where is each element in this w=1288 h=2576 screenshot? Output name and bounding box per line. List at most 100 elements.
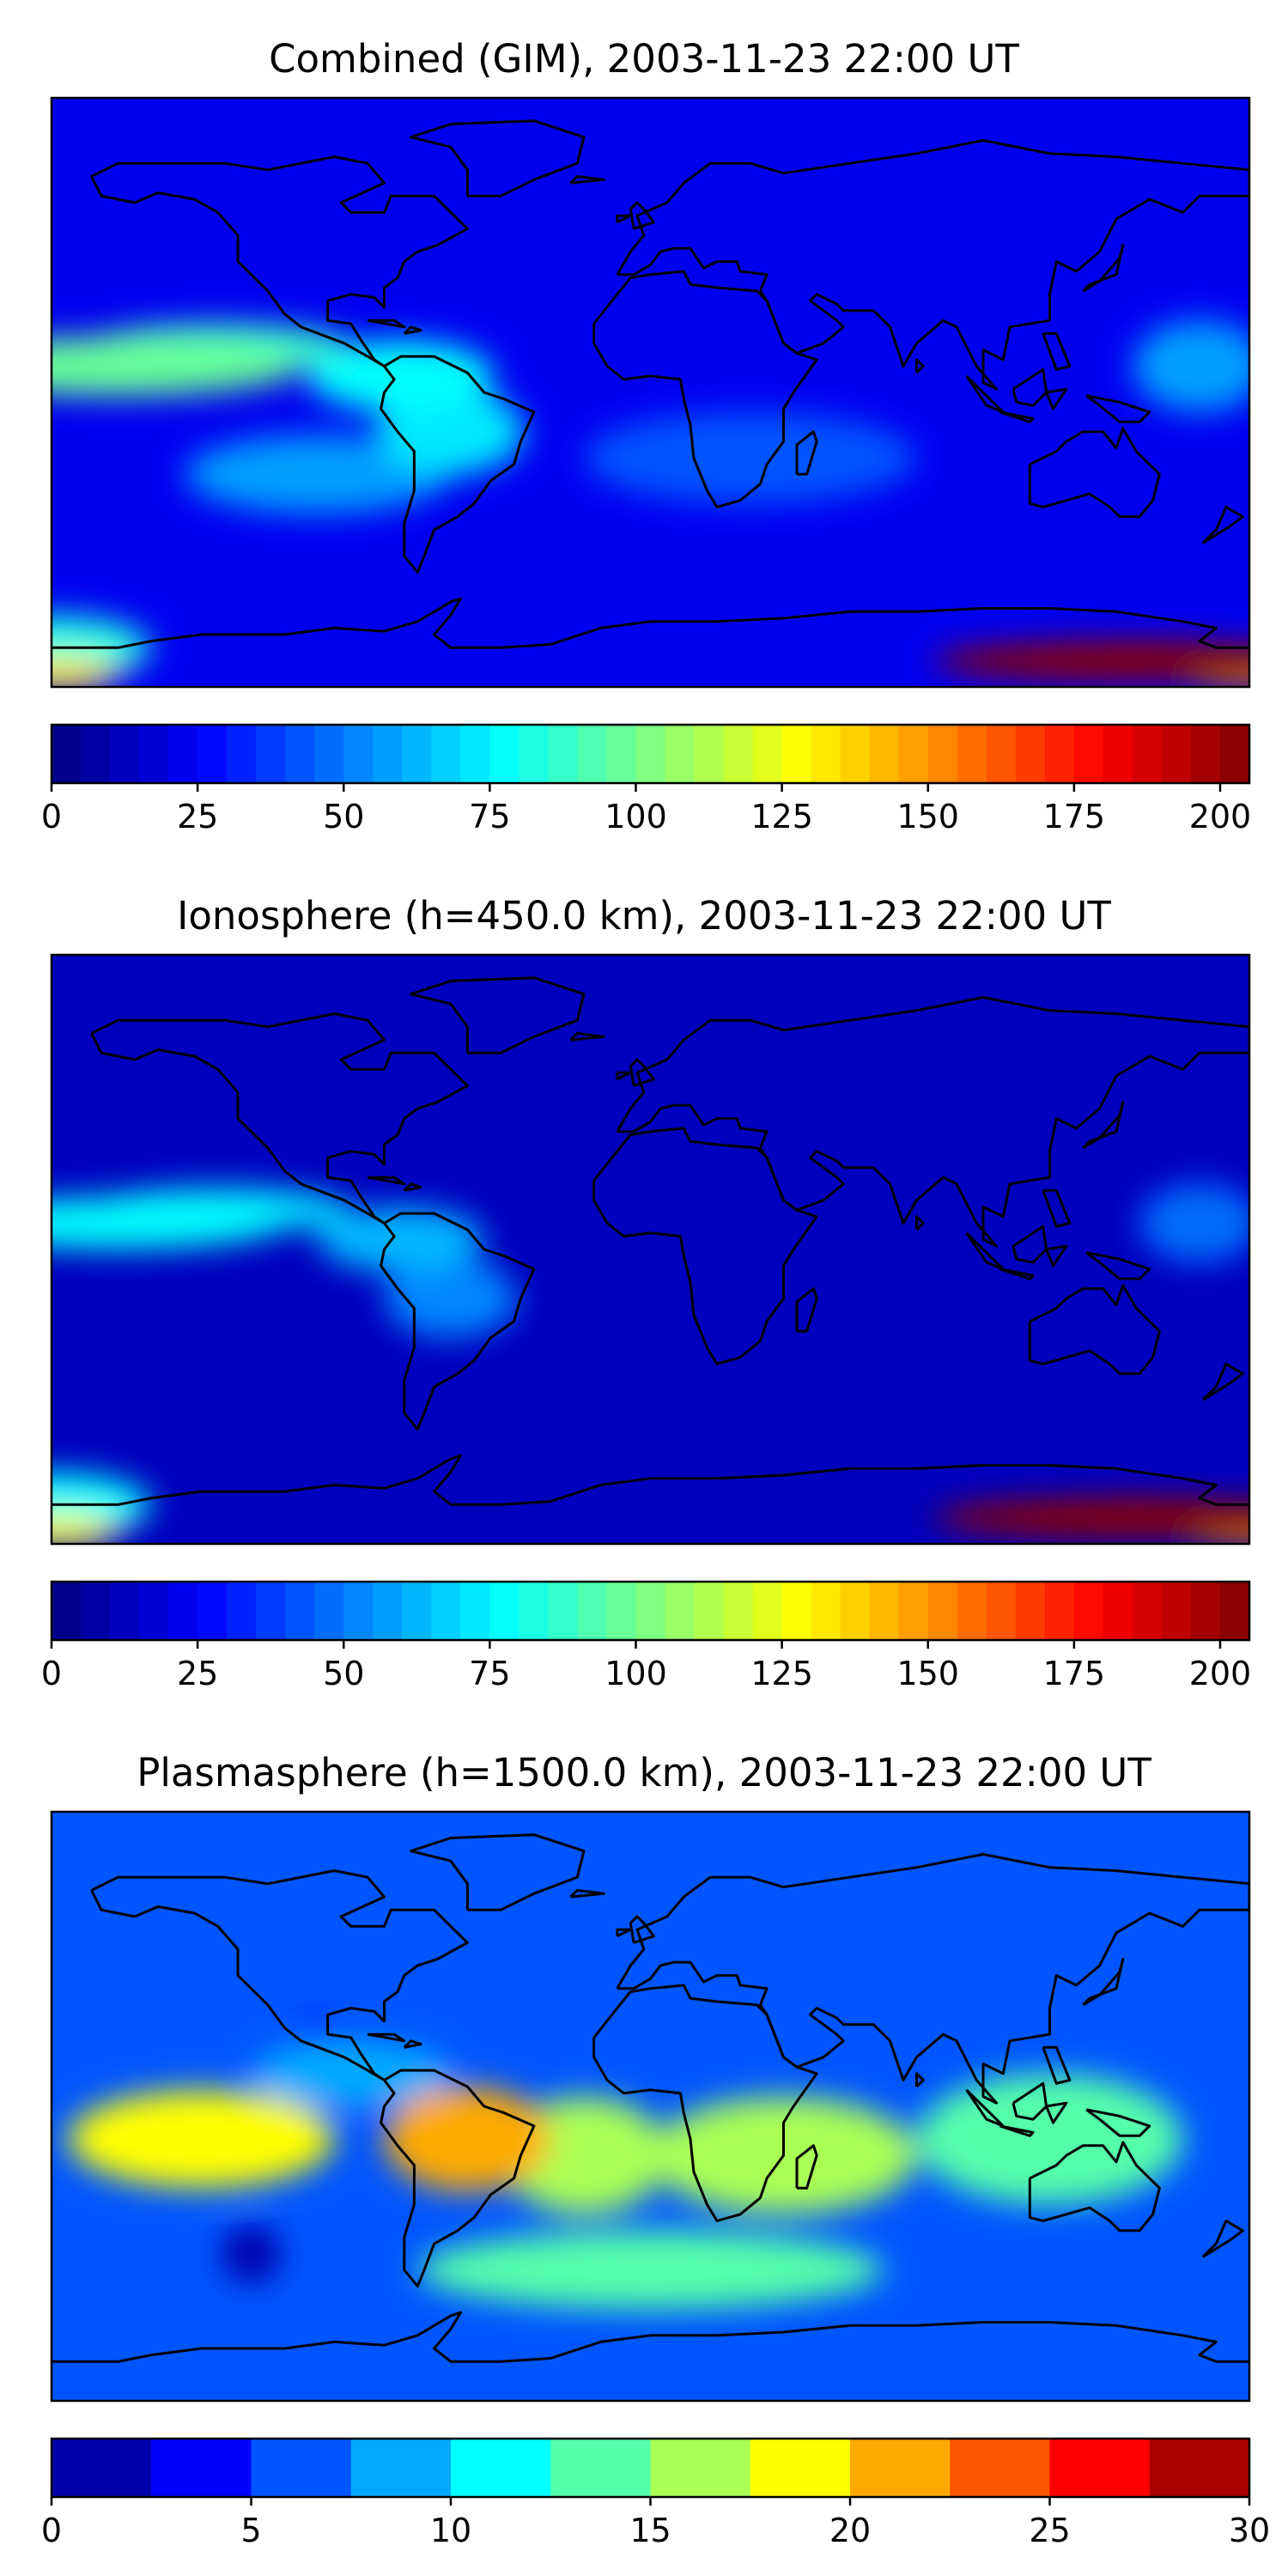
colorbar-segment [1073, 1582, 1104, 1640]
colorbar-segment [52, 1582, 82, 1640]
colorbar-segment [781, 1582, 812, 1640]
colorbar-tick-label: 20 [829, 2512, 871, 2549]
colorbar-segment [81, 1582, 111, 1640]
coastline [410, 119, 586, 197]
coastline [403, 325, 422, 335]
colorbar-tick-label: 150 [896, 1655, 959, 1692]
coastline [1028, 427, 1161, 519]
colorbar-segment [402, 725, 433, 783]
coastline [795, 2144, 818, 2190]
coastline [629, 1915, 655, 1944]
colorbar-tick-label: 50 [323, 798, 364, 835]
coastline [569, 1889, 605, 1899]
colorbar-0: 0 25 50 75 100 125 150 175 200 [41, 723, 1252, 835]
heatmap-blob [384, 2087, 551, 2192]
coastline [90, 1869, 469, 2081]
colorbar-segment [460, 1582, 491, 1640]
heatmap-blob [1139, 1183, 1249, 1263]
coastline [367, 2032, 406, 2043]
heatmap-blob [933, 641, 1249, 681]
heatmap-0 [50, 96, 1251, 689]
colorbar-segment [519, 1582, 550, 1640]
coastline [380, 1212, 536, 1431]
heatmap-blob [52, 1514, 118, 1544]
colorbar-segment [752, 725, 783, 783]
coastline [90, 155, 469, 368]
coastline [1201, 2219, 1244, 2258]
coastline [380, 355, 536, 574]
colorbar-segment [986, 725, 1017, 783]
colorbar-segment [1161, 1582, 1192, 1640]
heatmap-blob [52, 657, 118, 687]
colorbar-tick-label: 50 [323, 1655, 364, 1692]
colorbar-segment [343, 725, 374, 783]
colorbar-segment [811, 1582, 841, 1640]
colorbar-1: 0 25 50 75 100 125 150 175 200 [41, 1580, 1251, 1692]
coastline [629, 201, 655, 230]
colorbar-segment [460, 725, 491, 783]
heatmap-blob [307, 340, 495, 412]
coastline [1082, 244, 1125, 293]
coastline [1045, 1244, 1068, 1267]
colorbar-segment [1015, 725, 1046, 783]
coastline [592, 1127, 818, 1365]
heatmap-blob [251, 2040, 451, 2106]
colorbar-segment [752, 1582, 783, 1640]
heatmap-blob [916, 2073, 1183, 2205]
colorbar-segment [1219, 725, 1250, 783]
colorbar-segment [635, 725, 666, 783]
colorbar-segment [548, 1582, 579, 1640]
coastline [1085, 394, 1151, 423]
coastline [795, 1287, 818, 1333]
colorbar-segment [139, 1582, 169, 1640]
coastline [616, 1853, 1249, 2105]
colorbar-segment [694, 1582, 725, 1640]
coastline [403, 2039, 422, 2049]
colorbar-tick-label: 0 [41, 1655, 62, 1692]
colorbar-segment [781, 725, 812, 783]
colorbar-segment [635, 1582, 666, 1640]
colorbar-segment [694, 725, 725, 783]
coastline [1085, 2108, 1151, 2137]
colorbar-tick-label: 100 [605, 1655, 667, 1692]
panel-title-2: Plasmasphere (h=1500.0 km), 2003-11-23 2… [137, 1750, 1151, 1795]
coastline [367, 319, 406, 329]
colorbar-segment [1132, 1582, 1163, 1640]
coastline [1042, 1188, 1072, 1228]
colorbar-segment [898, 725, 929, 783]
coastline [616, 139, 1249, 391]
coastline [1201, 1362, 1244, 1401]
colorbar-tick-label: 100 [605, 798, 667, 835]
colorbar-segment [285, 1582, 316, 1640]
heatmap-background [52, 98, 1249, 687]
map-frame [50, 96, 1251, 689]
colorbar-segment [402, 1582, 433, 1640]
colorbar-tick-label: 125 [750, 1655, 813, 1692]
colorbar-segment [665, 1582, 696, 1640]
colorbar-segment [1161, 725, 1192, 783]
colorbar-segment [431, 1582, 462, 1640]
colorbar-tick-label: 0 [41, 2512, 62, 2549]
colorbar-segment [81, 725, 111, 783]
map-frame [50, 1810, 1251, 2403]
colorbar-tick-label: 5 [240, 2512, 261, 2549]
colorbar-tick-label: 30 [1229, 2512, 1270, 2549]
heatmap-blob [384, 1259, 518, 1338]
colorbar-segment [606, 1582, 637, 1640]
coastline [616, 996, 1249, 1248]
colorbar-segment [1190, 725, 1221, 783]
coastline [915, 2072, 925, 2088]
colorbar-segment [957, 1582, 987, 1640]
coastline [90, 1012, 469, 1224]
colorbar-segment [1073, 725, 1104, 783]
coastline [569, 175, 605, 185]
coastline [367, 1176, 406, 1186]
coastline [1012, 2081, 1048, 2121]
heatmap-blob [52, 337, 301, 396]
colorbar-tick-label: 10 [430, 2512, 471, 2549]
coastline [1045, 387, 1068, 410]
colorbar-tick-label: 200 [1189, 798, 1252, 835]
coastline [1085, 1251, 1151, 1280]
colorbar-segment [550, 2439, 652, 2497]
colorbar-segment [898, 1582, 929, 1640]
